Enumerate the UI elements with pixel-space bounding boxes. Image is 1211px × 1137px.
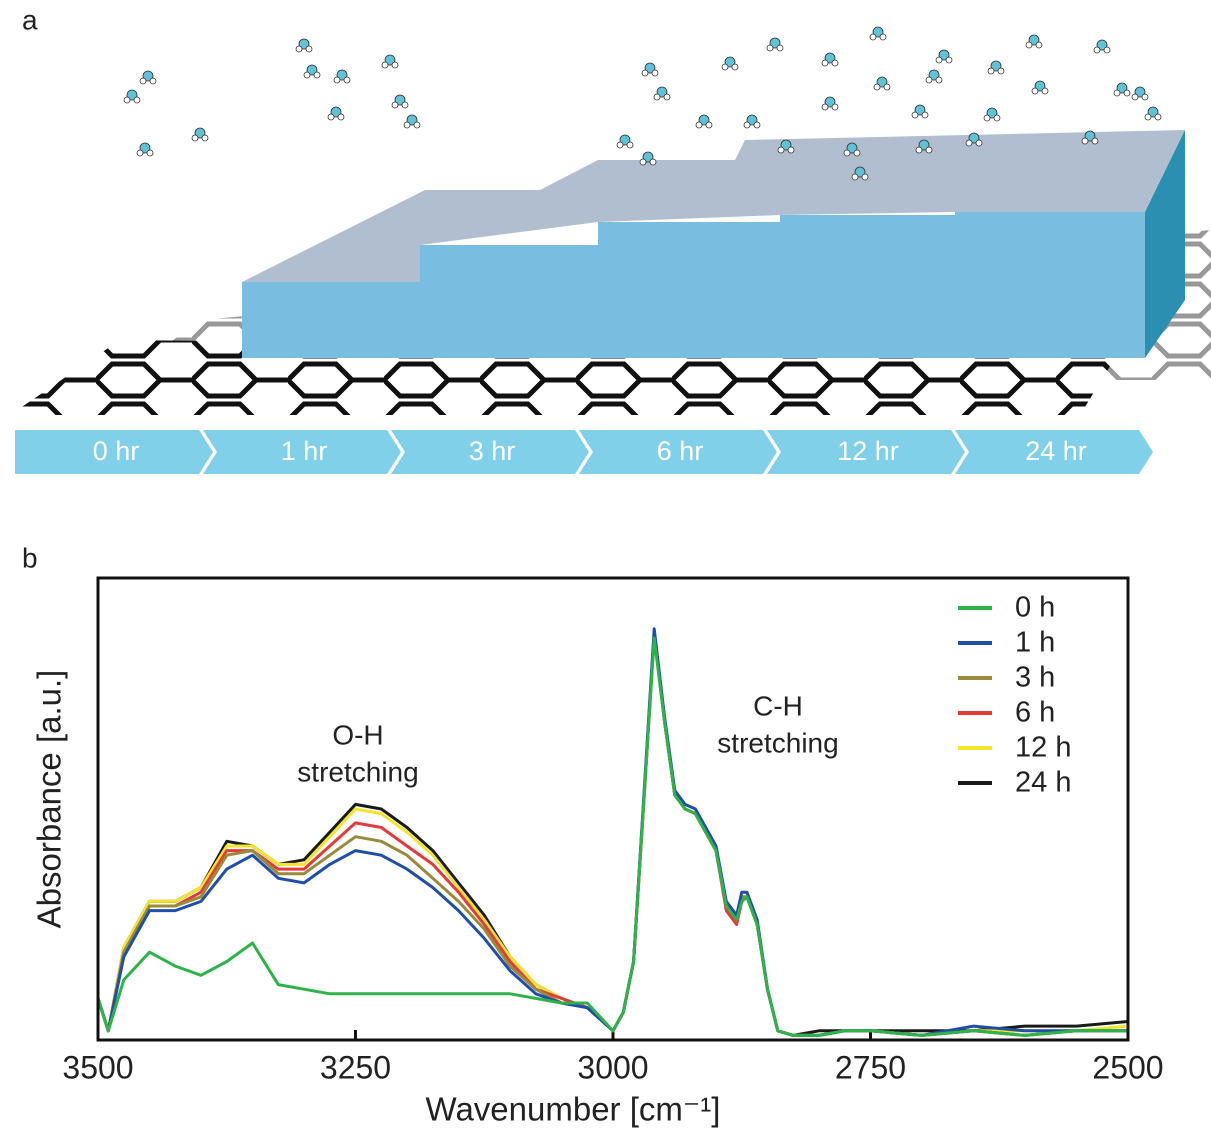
timeline-step [203, 430, 401, 474]
legend-label: 3 h [1015, 662, 1055, 694]
x-tick-label: 3000 [577, 1049, 648, 1085]
x-tick-label: 3500 [62, 1049, 133, 1085]
timeline-step [767, 430, 965, 474]
annotation: C-H [753, 690, 803, 721]
annotation: O-H [332, 719, 383, 750]
timeline-label: 24 hr [1025, 436, 1087, 466]
series-line [96, 631, 1129, 1037]
timeline-label: 12 hr [837, 436, 899, 466]
series-line [96, 627, 1128, 1037]
series-line [96, 631, 1128, 1037]
x-tick-label: 2750 [835, 1049, 906, 1085]
annotation: stretching [297, 756, 418, 787]
timeline-step [955, 430, 1153, 474]
timeline: 0 hr 1 hr 3 hr 6 hr 12 hr 24 hr [15, 430, 1153, 474]
chart: 3500 3250 3000 2750 2500 Wavenumber [cm⁻¹] Abs… [31, 576, 1164, 1128]
timeline-label: 0 hr [93, 436, 140, 466]
panel-label: b [22, 542, 38, 573]
annotation: stretching [717, 727, 838, 758]
legend-label: 0 h [1015, 592, 1055, 624]
series-line [96, 636, 1128, 1037]
timeline-step [579, 430, 777, 474]
series-line [96, 631, 1128, 1037]
series-line [96, 631, 1129, 1037]
timeline-step [15, 430, 213, 474]
timeline-label: 6 hr [657, 436, 704, 466]
plot-frame [96, 576, 1130, 1042]
timeline-label: 1 hr [281, 436, 328, 466]
x-tick-label: 3250 [320, 1049, 391, 1085]
timeline-label: 3 hr [469, 436, 516, 466]
legend-label: 12 h [1015, 732, 1071, 764]
legend-label: 24 h [1015, 767, 1071, 799]
y-axis-label: Absorbance [a.u.] [31, 670, 68, 929]
legend-label: 1 h [1015, 627, 1055, 659]
x-axis-label: Wavenumber [cm⁻¹] [426, 1091, 721, 1128]
water-layer [242, 130, 1185, 358]
panel-label: a [22, 4, 38, 35]
x-tick-label: 2500 [1092, 1049, 1163, 1085]
timeline-step [391, 430, 589, 474]
legend-label: 6 h [1015, 697, 1055, 729]
